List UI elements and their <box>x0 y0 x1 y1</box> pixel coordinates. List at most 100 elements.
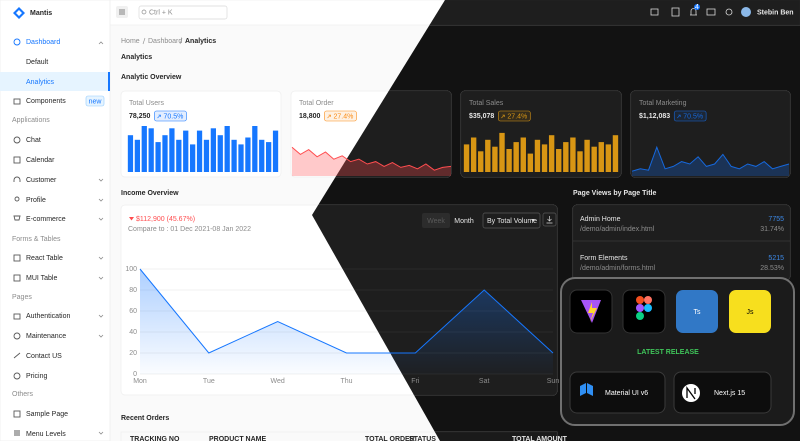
table-header: TOTAL AMOUNT <box>512 436 568 441</box>
bar <box>190 144 196 172</box>
download-button[interactable] <box>542 212 557 227</box>
bar <box>470 137 477 172</box>
bar <box>210 128 216 172</box>
change-chip <box>673 110 707 122</box>
nav-item[interactable]: React Table <box>26 255 63 262</box>
chevron <box>98 256 104 260</box>
nav-item[interactable]: E-commerce <box>26 216 66 223</box>
nav-item[interactable]: MUI Table <box>26 275 57 282</box>
search-icon <box>141 9 147 15</box>
nav-icons <box>13 38 21 436</box>
nav-section: Pages <box>12 294 32 301</box>
nav-item[interactable]: Profile <box>26 197 46 204</box>
bar <box>577 151 583 172</box>
bar <box>541 144 548 172</box>
y-tick-label: 60 <box>129 308 137 315</box>
section-title: Recent Orders <box>121 415 169 422</box>
menu-icon <box>119 9 125 15</box>
icon <box>13 332 21 340</box>
y-tick-label: 0 <box>133 371 137 378</box>
bar <box>520 137 526 172</box>
active-item-bar <box>108 72 110 91</box>
tile-figma <box>622 289 666 334</box>
search-placeholder: Ctrl + K <box>149 9 173 16</box>
nav-item[interactable]: Authentication <box>26 313 70 320</box>
x-tick-label: Tue <box>203 378 215 385</box>
promo-button-label[interactable]: Material UI v6 <box>605 390 648 397</box>
toggle-label[interactable]: Month <box>454 218 474 225</box>
topbar: Ctrl + K 4 Stebin Ben <box>116 4 794 20</box>
bar <box>478 151 484 172</box>
brand[interactable]: Mantis <box>30 10 52 17</box>
icon-button[interactable] <box>650 8 659 16</box>
tile-js <box>729 290 771 333</box>
change-value: 70.5% <box>683 113 703 120</box>
icon <box>13 274 21 282</box>
nav-item[interactable]: Sample Page <box>26 411 68 418</box>
bar <box>485 139 491 172</box>
card-label: Total Order <box>299 100 334 107</box>
breadcrumb[interactable]: Dashboard <box>148 38 182 45</box>
nav-item[interactable]: Dashboard <box>26 39 60 46</box>
nav-item[interactable]: Chat <box>26 137 41 144</box>
nav-item[interactable]: Calendar <box>26 157 55 164</box>
nav-item[interactable]: Pricing <box>26 373 48 380</box>
section-title: Page Views by Page Title <box>573 190 656 197</box>
table-header: PRODUCT NAME <box>209 436 266 441</box>
select[interactable] <box>482 212 541 229</box>
x-tick-label: Fri <box>411 378 420 385</box>
bar <box>224 126 230 172</box>
trend-icon <box>327 114 331 119</box>
promo-button[interactable] <box>569 371 666 414</box>
nav-item[interactable]: Default <box>26 59 48 66</box>
bar <box>570 137 576 172</box>
nav-item[interactable]: Contact US <box>26 353 62 360</box>
nav-item[interactable]: Analytics <box>26 79 55 86</box>
chevron <box>98 178 104 182</box>
bar <box>548 135 555 172</box>
page-count: 5215 <box>768 255 784 262</box>
page-share: 28.53% <box>760 265 784 272</box>
toggle-button[interactable] <box>422 213 450 228</box>
change-chip <box>498 110 531 122</box>
promo-button-label[interactable]: Next.js 15 <box>714 390 745 397</box>
nav-item[interactable]: Customer <box>26 177 57 184</box>
promo: Ts Js LATEST RELEASE Material UI v6 Next… <box>560 277 795 426</box>
bar <box>259 139 265 172</box>
avatar[interactable] <box>741 7 751 17</box>
user-name[interactable]: Stebin Ben <box>757 9 794 16</box>
toggle-label[interactable]: Week <box>427 218 445 225</box>
table-header: STATUS <box>409 436 436 441</box>
bar <box>266 142 272 172</box>
bar <box>463 144 470 172</box>
icon-button[interactable] <box>725 8 733 16</box>
change-value: 27.4% <box>507 113 527 120</box>
card-value: 78,250 <box>129 113 151 120</box>
breadcrumb[interactable]: Home <box>121 38 140 45</box>
icon-button[interactable] <box>690 8 697 16</box>
icon-button[interactable] <box>706 8 716 16</box>
icon-button[interactable] <box>671 7 680 17</box>
chevron <box>98 217 104 221</box>
topbar-icons <box>650 7 733 17</box>
nav-section: Others <box>12 391 34 398</box>
icon <box>14 196 20 202</box>
nav-item[interactable]: Components <box>26 98 66 105</box>
search-box[interactable] <box>138 5 228 20</box>
area-line <box>291 146 452 171</box>
nav-item[interactable]: Menu Levels <box>26 431 66 438</box>
icon <box>13 98 21 105</box>
nav-item[interactable]: Maintenance <box>26 333 66 340</box>
figma-dot <box>636 312 644 320</box>
chevron <box>98 276 104 280</box>
promo-button[interactable] <box>673 371 772 414</box>
active-item-bg <box>0 72 110 91</box>
bar <box>231 139 237 172</box>
select-label[interactable]: By Total Volume <box>487 218 537 225</box>
y-tick-label: 40 <box>129 329 137 336</box>
bar <box>203 139 210 172</box>
bar <box>238 144 244 172</box>
sidebar: Mantis <box>0 0 111 441</box>
bar <box>272 130 279 172</box>
